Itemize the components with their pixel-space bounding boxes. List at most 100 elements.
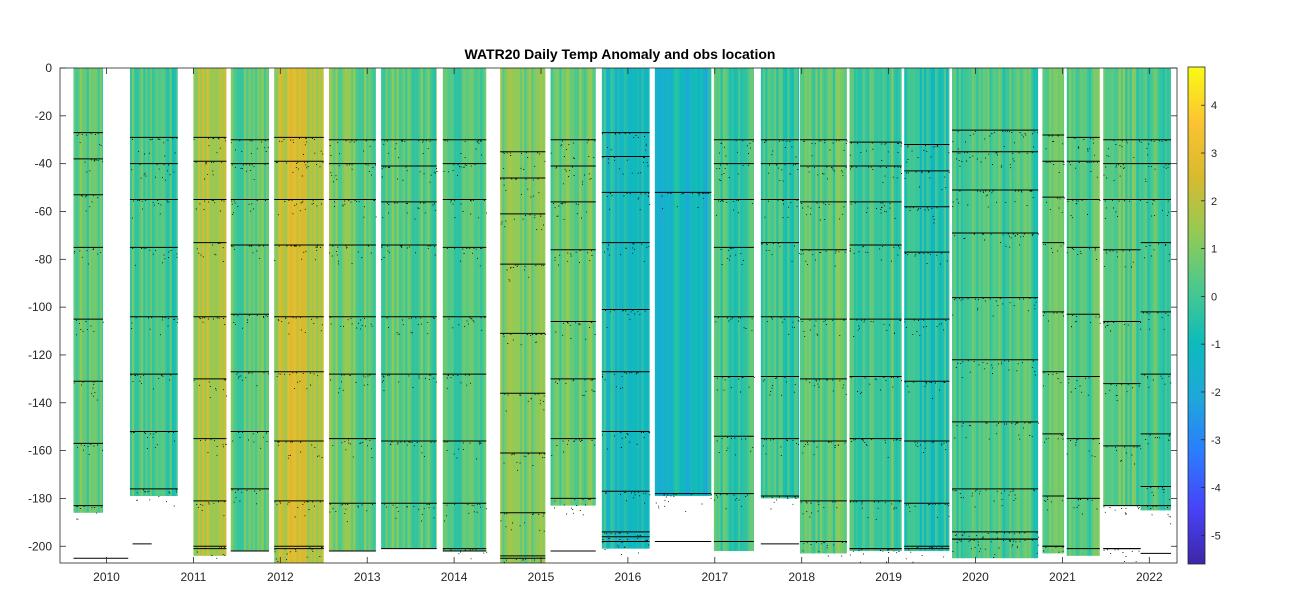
obs-scatter bbox=[555, 379, 596, 397]
anomaly-stripe bbox=[749, 68, 752, 552]
anomaly-stripe bbox=[606, 68, 609, 549]
anomaly-stripe bbox=[1079, 68, 1083, 556]
obs-scatter bbox=[329, 317, 373, 330]
obs-scatter bbox=[198, 317, 226, 325]
segment-20 bbox=[1103, 68, 1141, 506]
anomaly-stripe bbox=[348, 68, 352, 552]
obs-scatter bbox=[448, 317, 486, 331]
obs-scatter bbox=[330, 164, 376, 183]
segment-9-obs bbox=[550, 139, 596, 552]
anomaly-stripe bbox=[604, 68, 607, 549]
anomaly-stripe bbox=[963, 68, 966, 559]
anomaly-stripe bbox=[250, 68, 254, 552]
anomaly-stripe bbox=[320, 68, 323, 563]
anomaly-stripe bbox=[659, 68, 662, 497]
obs-scatter bbox=[390, 441, 435, 458]
obs-scatter bbox=[1067, 200, 1101, 219]
colorbar-gradient bbox=[1187, 66, 1206, 565]
anomaly-stripe bbox=[935, 68, 938, 552]
anomaly-stripe bbox=[1031, 68, 1034, 559]
anomaly-stripe bbox=[1097, 68, 1100, 556]
anomaly-stripe bbox=[368, 68, 372, 552]
anomaly-stripe bbox=[305, 68, 308, 563]
anomaly-stripe bbox=[202, 68, 205, 556]
anomaly-stripe bbox=[93, 68, 96, 513]
obs-scatter bbox=[76, 506, 102, 520]
anomaly-stripe bbox=[528, 68, 532, 563]
anomaly-stripe bbox=[612, 68, 616, 549]
anomaly-stripe bbox=[982, 68, 986, 559]
anomaly-stripe bbox=[265, 68, 269, 552]
obs-scatter bbox=[386, 317, 435, 335]
anomaly-stripe bbox=[778, 68, 781, 499]
anomaly-stripe bbox=[835, 68, 838, 554]
obs-scatter bbox=[193, 379, 227, 398]
anomaly-stripe bbox=[565, 68, 569, 506]
obs-scatter bbox=[1045, 161, 1065, 173]
anomaly-stripe bbox=[782, 68, 786, 499]
anomaly-stripe bbox=[222, 68, 225, 556]
anomaly-stripe bbox=[335, 68, 339, 552]
anomaly-stripe bbox=[1035, 68, 1039, 559]
anomaly-stripe bbox=[692, 68, 695, 497]
anomaly-stripe bbox=[815, 68, 818, 554]
anomaly-stripe bbox=[355, 68, 358, 552]
anomaly-stripe bbox=[867, 68, 870, 552]
anomaly-stripe bbox=[425, 68, 428, 549]
obs-scatter bbox=[1066, 247, 1097, 260]
obs-scatter bbox=[554, 250, 593, 266]
segment-12 bbox=[713, 68, 754, 552]
anomaly-stripe bbox=[978, 68, 981, 559]
obs-scatter bbox=[605, 491, 651, 504]
anomaly-stripe bbox=[217, 68, 221, 556]
anomaly-stripe bbox=[985, 68, 988, 559]
anomaly-stripe bbox=[1086, 68, 1090, 556]
obs-scatter bbox=[952, 489, 1035, 508]
anomaly-stripe bbox=[322, 68, 324, 563]
anomaly-stripe bbox=[84, 68, 87, 513]
x-tick-label: 2013 bbox=[354, 570, 381, 584]
anomaly-stripe bbox=[433, 68, 437, 549]
obs-scatter bbox=[716, 200, 753, 216]
segment-3-obs bbox=[230, 139, 270, 552]
obs-scatter bbox=[714, 494, 748, 510]
anomaly-stripe bbox=[480, 68, 483, 552]
anomaly-stripe bbox=[826, 68, 829, 554]
anomaly-stripe bbox=[451, 68, 455, 552]
anomaly-stripe bbox=[806, 68, 810, 554]
anomaly-stripe bbox=[160, 68, 164, 497]
x-axis: 2010 2011 2012 2013 2014 2015 2016 2017 2018 2019… bbox=[93, 68, 1163, 584]
obs-scatter bbox=[802, 542, 847, 557]
anomaly-stripe bbox=[403, 68, 406, 549]
anomaly-stripe bbox=[853, 68, 857, 552]
anomaly-stripe bbox=[1011, 68, 1014, 559]
anomaly-stripe bbox=[296, 68, 299, 563]
y-axis: 0 -20 -40 -60 -80 -100 -120 -140 -160 -180 -200 bbox=[28, 61, 1177, 553]
anomaly-stripe bbox=[1060, 68, 1063, 554]
anomaly-stripe bbox=[626, 68, 629, 549]
y-tick-label: -180 bbox=[28, 491, 52, 505]
anomaly-stripe bbox=[344, 68, 347, 552]
obs-scatter bbox=[800, 250, 846, 267]
anomaly-stripe bbox=[1109, 68, 1113, 506]
anomaly-stripe bbox=[504, 68, 508, 563]
obs-scatter bbox=[1045, 135, 1064, 150]
anomaly-stripe bbox=[583, 68, 587, 506]
anomaly-stripe bbox=[449, 68, 452, 552]
segment-9 bbox=[550, 68, 596, 506]
obs-scatter bbox=[381, 166, 438, 183]
anomaly-stripe bbox=[167, 68, 170, 497]
obs-scatter bbox=[230, 140, 269, 154]
obs-scatter bbox=[905, 503, 950, 518]
anomaly-stripe bbox=[1118, 68, 1122, 506]
anomaly-stripe bbox=[832, 68, 836, 554]
obs-scatter bbox=[801, 319, 845, 338]
anomaly-stripe bbox=[1044, 68, 1048, 554]
anomaly-stripe bbox=[843, 68, 847, 554]
obs-scatter bbox=[1104, 200, 1141, 219]
anomaly-stripe bbox=[884, 68, 888, 552]
anomaly-stripe bbox=[623, 68, 627, 549]
anomaly-stripe bbox=[535, 68, 538, 563]
anomaly-stripe bbox=[974, 68, 977, 559]
